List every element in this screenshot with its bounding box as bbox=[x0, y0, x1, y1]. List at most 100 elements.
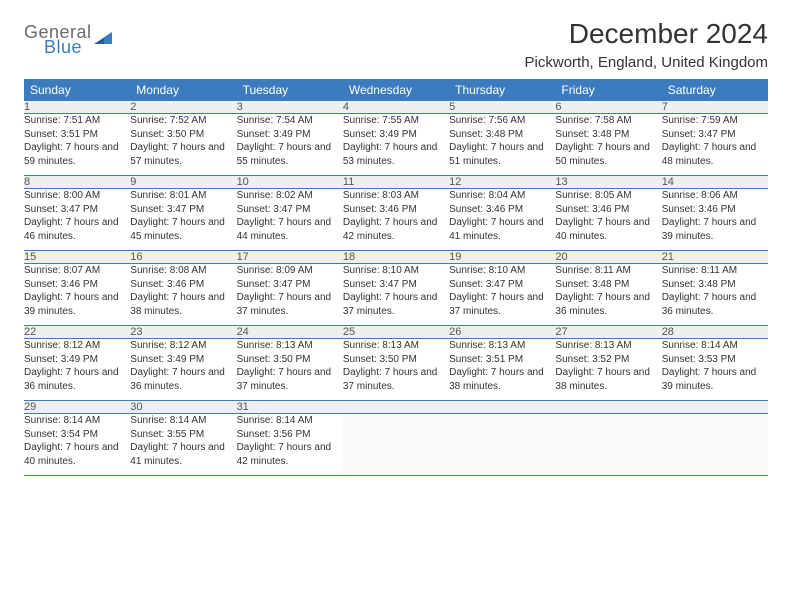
daylight-line: Daylight: 7 hours and 38 minutes. bbox=[130, 291, 236, 318]
sunrise-line: Sunrise: 7:59 AM bbox=[662, 114, 768, 128]
day-number: 26 bbox=[449, 326, 555, 339]
sunrise-line: Sunrise: 8:00 AM bbox=[24, 189, 130, 203]
day-number: 2 bbox=[130, 101, 236, 114]
day-cell: Sunrise: 8:12 AMSunset: 3:49 PMDaylight:… bbox=[24, 339, 130, 401]
daylight-line: Daylight: 7 hours and 37 minutes. bbox=[237, 366, 343, 393]
day-cell: Sunrise: 8:13 AMSunset: 3:52 PMDaylight:… bbox=[555, 339, 661, 401]
daynum-row: 891011121314 bbox=[24, 176, 768, 189]
sunrise-line: Sunrise: 8:09 AM bbox=[237, 264, 343, 278]
daylight-line: Daylight: 7 hours and 44 minutes. bbox=[237, 216, 343, 243]
day-cell: Sunrise: 7:52 AMSunset: 3:50 PMDaylight:… bbox=[130, 114, 236, 176]
daylight-line: Daylight: 7 hours and 41 minutes. bbox=[130, 441, 236, 468]
location-subtitle: Pickworth, England, United Kingdom bbox=[525, 54, 768, 71]
day-number: 11 bbox=[343, 176, 449, 189]
day-number: 23 bbox=[130, 326, 236, 339]
day-cell: Sunrise: 8:00 AMSunset: 3:47 PMDaylight:… bbox=[24, 189, 130, 251]
dow-monday: Monday bbox=[130, 79, 236, 101]
sunrise-line: Sunrise: 8:11 AM bbox=[662, 264, 768, 278]
daylight-line: Daylight: 7 hours and 37 minutes. bbox=[343, 366, 449, 393]
daynum-row: 22232425262728 bbox=[24, 326, 768, 339]
dow-header-row: Sunday Monday Tuesday Wednesday Thursday… bbox=[24, 79, 768, 101]
day-number: 25 bbox=[343, 326, 449, 339]
calendar-table: Sunday Monday Tuesday Wednesday Thursday… bbox=[24, 79, 768, 476]
day-number bbox=[343, 401, 449, 414]
sunset-line: Sunset: 3:52 PM bbox=[555, 353, 661, 367]
sunset-line: Sunset: 3:46 PM bbox=[449, 203, 555, 217]
day-cell: Sunrise: 8:14 AMSunset: 3:53 PMDaylight:… bbox=[662, 339, 768, 401]
day-cell: Sunrise: 8:13 AMSunset: 3:50 PMDaylight:… bbox=[237, 339, 343, 401]
day-number: 29 bbox=[24, 401, 130, 414]
sunset-line: Sunset: 3:46 PM bbox=[662, 203, 768, 217]
daylight-line: Daylight: 7 hours and 39 minutes. bbox=[662, 366, 768, 393]
day-number: 10 bbox=[237, 176, 343, 189]
day-cell: Sunrise: 8:10 AMSunset: 3:47 PMDaylight:… bbox=[449, 264, 555, 326]
sunrise-line: Sunrise: 8:04 AM bbox=[449, 189, 555, 203]
day-number: 1 bbox=[24, 101, 130, 114]
daylight-line: Daylight: 7 hours and 37 minutes. bbox=[237, 291, 343, 318]
daylight-line: Daylight: 7 hours and 39 minutes. bbox=[662, 216, 768, 243]
sunset-line: Sunset: 3:48 PM bbox=[555, 128, 661, 142]
sunset-line: Sunset: 3:47 PM bbox=[449, 278, 555, 292]
day-number: 30 bbox=[130, 401, 236, 414]
sunset-line: Sunset: 3:46 PM bbox=[555, 203, 661, 217]
sunrise-line: Sunrise: 8:13 AM bbox=[343, 339, 449, 353]
sunset-line: Sunset: 3:49 PM bbox=[343, 128, 449, 142]
day-number: 16 bbox=[130, 251, 236, 264]
sunset-line: Sunset: 3:49 PM bbox=[24, 353, 130, 367]
day-cell: Sunrise: 8:04 AMSunset: 3:46 PMDaylight:… bbox=[449, 189, 555, 251]
day-number: 24 bbox=[237, 326, 343, 339]
sunrise-line: Sunrise: 7:51 AM bbox=[24, 114, 130, 128]
sunrise-line: Sunrise: 8:12 AM bbox=[24, 339, 130, 353]
daylight-line: Daylight: 7 hours and 40 minutes. bbox=[24, 441, 130, 468]
sunset-line: Sunset: 3:47 PM bbox=[237, 203, 343, 217]
data-row: Sunrise: 8:12 AMSunset: 3:49 PMDaylight:… bbox=[24, 339, 768, 401]
day-number: 19 bbox=[449, 251, 555, 264]
daynum-row: 1234567 bbox=[24, 101, 768, 114]
sunrise-line: Sunrise: 8:13 AM bbox=[449, 339, 555, 353]
day-cell bbox=[662, 414, 768, 476]
day-number: 5 bbox=[449, 101, 555, 114]
day-cell: Sunrise: 8:06 AMSunset: 3:46 PMDaylight:… bbox=[662, 189, 768, 251]
dow-saturday: Saturday bbox=[662, 79, 768, 101]
sunset-line: Sunset: 3:50 PM bbox=[343, 353, 449, 367]
day-cell: Sunrise: 8:10 AMSunset: 3:47 PMDaylight:… bbox=[343, 264, 449, 326]
sunset-line: Sunset: 3:48 PM bbox=[555, 278, 661, 292]
day-number: 28 bbox=[662, 326, 768, 339]
day-cell: Sunrise: 8:09 AMSunset: 3:47 PMDaylight:… bbox=[237, 264, 343, 326]
day-number: 6 bbox=[555, 101, 661, 114]
day-number: 18 bbox=[343, 251, 449, 264]
sunrise-line: Sunrise: 8:11 AM bbox=[555, 264, 661, 278]
day-number bbox=[555, 401, 661, 414]
daylight-line: Daylight: 7 hours and 36 minutes. bbox=[24, 366, 130, 393]
day-number bbox=[449, 401, 555, 414]
sunrise-line: Sunrise: 8:12 AM bbox=[130, 339, 236, 353]
sunset-line: Sunset: 3:51 PM bbox=[24, 128, 130, 142]
sunset-line: Sunset: 3:46 PM bbox=[130, 278, 236, 292]
day-number: 20 bbox=[555, 251, 661, 264]
daylight-line: Daylight: 7 hours and 57 minutes. bbox=[130, 141, 236, 168]
day-cell: Sunrise: 8:13 AMSunset: 3:50 PMDaylight:… bbox=[343, 339, 449, 401]
day-cell: Sunrise: 8:01 AMSunset: 3:47 PMDaylight:… bbox=[130, 189, 236, 251]
day-cell: Sunrise: 8:14 AMSunset: 3:55 PMDaylight:… bbox=[130, 414, 236, 476]
day-cell: Sunrise: 8:07 AMSunset: 3:46 PMDaylight:… bbox=[24, 264, 130, 326]
daynum-row: 15161718192021 bbox=[24, 251, 768, 264]
day-cell: Sunrise: 8:13 AMSunset: 3:51 PMDaylight:… bbox=[449, 339, 555, 401]
day-number: 9 bbox=[130, 176, 236, 189]
sunset-line: Sunset: 3:48 PM bbox=[449, 128, 555, 142]
sunrise-line: Sunrise: 8:14 AM bbox=[130, 414, 236, 428]
daylight-line: Daylight: 7 hours and 46 minutes. bbox=[24, 216, 130, 243]
sunset-line: Sunset: 3:47 PM bbox=[130, 203, 236, 217]
sunrise-line: Sunrise: 8:14 AM bbox=[237, 414, 343, 428]
day-cell: Sunrise: 8:12 AMSunset: 3:49 PMDaylight:… bbox=[130, 339, 236, 401]
day-cell bbox=[555, 414, 661, 476]
sunrise-line: Sunrise: 7:55 AM bbox=[343, 114, 449, 128]
dow-wednesday: Wednesday bbox=[343, 79, 449, 101]
sunrise-line: Sunrise: 8:01 AM bbox=[130, 189, 236, 203]
day-number: 14 bbox=[662, 176, 768, 189]
daylight-line: Daylight: 7 hours and 41 minutes. bbox=[449, 216, 555, 243]
daylight-line: Daylight: 7 hours and 36 minutes. bbox=[130, 366, 236, 393]
day-cell bbox=[449, 414, 555, 476]
dow-friday: Friday bbox=[555, 79, 661, 101]
sunrise-line: Sunrise: 7:58 AM bbox=[555, 114, 661, 128]
daylight-line: Daylight: 7 hours and 50 minutes. bbox=[555, 141, 661, 168]
